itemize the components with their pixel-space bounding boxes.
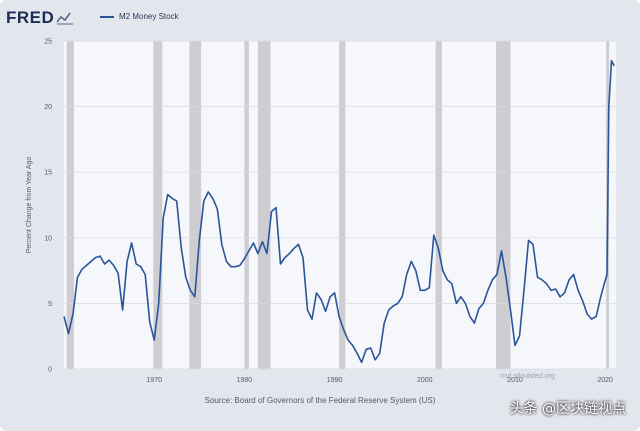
fred-brand[interactable]: FRED xyxy=(6,8,74,28)
y-tick-label: 5 xyxy=(48,301,52,308)
y-axis-label: Percent Change from Year Ago xyxy=(26,157,33,254)
legend-swatch xyxy=(100,15,114,18)
y-tick-label: 25 xyxy=(44,39,52,46)
series-line-0 xyxy=(63,59,615,364)
y-tick-label: 0 xyxy=(48,367,52,374)
y-tick-label: 20 xyxy=(44,104,52,111)
tick-labels: 0 5 10 15 20 25 1970 1980 1990 2000 2010 2020 xyxy=(44,39,613,385)
x-tick-label: 1980 xyxy=(237,377,253,384)
x-tick-label: 1990 xyxy=(327,377,343,384)
fred-logo: FRED xyxy=(6,8,55,27)
recession-band-1 xyxy=(153,41,163,369)
y-tick-label: 15 xyxy=(44,170,52,177)
legend: M2 Money Stock xyxy=(100,12,179,21)
series-line-layer xyxy=(63,59,615,364)
recession-band-7 xyxy=(496,41,511,369)
recession-band-4 xyxy=(257,41,271,369)
x-tick-label: 2010 xyxy=(507,377,523,384)
legend-label: M2 Money Stock xyxy=(119,12,179,21)
recession-band-2 xyxy=(189,41,202,369)
recession-band-3 xyxy=(244,41,249,369)
chart-line-icon xyxy=(56,12,74,25)
recession-band-5 xyxy=(339,41,346,369)
y-tick-label: 10 xyxy=(44,235,52,242)
recession-band-0 xyxy=(66,41,74,369)
watermark: 头条 @区块链视点 xyxy=(509,401,626,417)
x-tick-label: 2020 xyxy=(597,377,613,384)
x-tick-label: 2000 xyxy=(417,377,433,384)
gridlines xyxy=(64,40,616,370)
x-tick-label: 1970 xyxy=(146,377,162,384)
recession-band-6 xyxy=(435,41,442,369)
source-note: Source: Board of Governors of the Federa… xyxy=(204,396,436,405)
watermark-overlay: myf.stlouisfed.org xyxy=(500,373,555,380)
